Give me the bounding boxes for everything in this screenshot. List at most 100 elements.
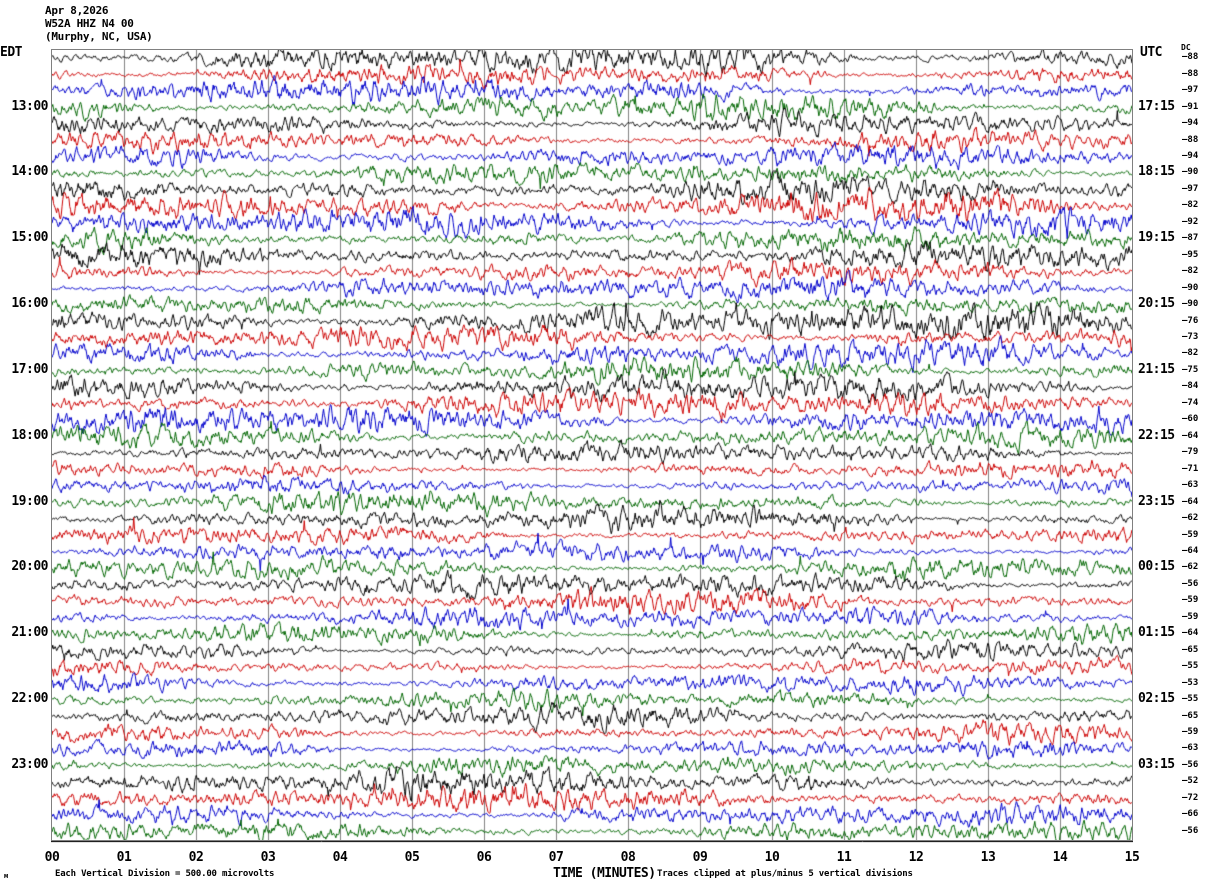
left-hour-label: 20:00	[11, 559, 48, 575]
right-hour-label: 22:15	[1138, 427, 1175, 443]
dc-offset-value: –74	[1182, 397, 1199, 408]
x-axis-tick-label: 00	[44, 850, 60, 865]
x-axis-title: TIME (MINUTES)	[553, 866, 656, 881]
left-hour-label: 22:00	[11, 691, 48, 707]
dc-offset-value: –84	[1182, 381, 1199, 392]
dc-offset-value: –97	[1182, 85, 1199, 96]
left-hour-label: 13:00	[11, 98, 48, 114]
right-timezone-label: UTC	[1140, 45, 1162, 60]
dc-offset-value: –73	[1182, 332, 1199, 343]
dc-offset-value: –63	[1182, 743, 1199, 754]
dc-offset-value: –88	[1182, 52, 1199, 63]
dc-offset-value: –71	[1182, 463, 1199, 474]
dc-offset-value: –53	[1182, 677, 1199, 688]
dc-offset-value: –91	[1182, 101, 1199, 112]
dc-offset-value: –94	[1182, 118, 1199, 129]
dc-offset-value: –56	[1182, 578, 1199, 589]
dc-offset-value: –90	[1182, 282, 1199, 293]
left-hour-label: 17:00	[11, 361, 48, 377]
x-axis-tick-label: 02	[188, 850, 204, 865]
left-hour-label: 18:00	[11, 427, 48, 443]
dc-offset-value: –56	[1182, 825, 1199, 836]
dc-offset-value: –95	[1182, 249, 1199, 260]
x-axis-tick-label: 06	[476, 850, 492, 865]
left-hour-label: 23:00	[11, 756, 48, 772]
dc-offset-value: –62	[1182, 513, 1199, 524]
header-block: Apr 8,2026 W52A HHZ N4 00 (Murphy, NC, U…	[45, 4, 153, 43]
x-axis-tick-label: 11	[836, 850, 852, 865]
dc-offset-value: –90	[1182, 167, 1199, 178]
footer-scale-note: Each Vertical Division = 500.00 microvol…	[55, 869, 275, 879]
x-axis-tick-label: 13	[980, 850, 996, 865]
right-hour-label: 03:15	[1138, 756, 1175, 772]
left-hour-label: 14:00	[11, 164, 48, 180]
dc-offset-value: –64	[1182, 430, 1199, 441]
right-hour-label: 02:15	[1138, 691, 1175, 707]
right-hour-label: 00:15	[1138, 559, 1175, 575]
dc-offset-value: –79	[1182, 447, 1199, 458]
right-hour-label: 23:15	[1138, 493, 1175, 509]
x-axis-tick-label: 12	[908, 850, 924, 865]
dc-offset-value: –66	[1182, 809, 1199, 820]
header-station: W52A HHZ N4 00	[45, 17, 134, 30]
seismic-trace-canvas	[52, 50, 1132, 840]
x-axis-tick-label: 09	[692, 850, 708, 865]
dc-offset-value: –88	[1182, 134, 1199, 145]
dc-offset-value: –52	[1182, 776, 1199, 787]
dc-offset-value: –60	[1182, 414, 1199, 425]
left-hour-label: 21:00	[11, 625, 48, 641]
right-hour-label: 21:15	[1138, 361, 1175, 377]
right-hour-label: 20:15	[1138, 296, 1175, 312]
right-hour-label: 01:15	[1138, 625, 1175, 641]
dc-offset-value: –65	[1182, 644, 1199, 655]
dc-offset-value: –64	[1182, 496, 1199, 507]
dc-offset-value: –82	[1182, 266, 1199, 277]
dc-offset-value: –97	[1182, 183, 1199, 194]
dc-offset-value: –55	[1182, 694, 1199, 705]
dc-offset-value: –92	[1182, 216, 1199, 227]
dc-offset-value: –59	[1182, 611, 1199, 622]
dc-offset-value: –94	[1182, 150, 1199, 161]
right-hour-label: 17:15	[1138, 98, 1175, 114]
x-axis-tick-label: 04	[332, 850, 348, 865]
x-axis-tick-label: 07	[548, 850, 564, 865]
x-axis-tick-label: 05	[404, 850, 420, 865]
dc-offset-value: –62	[1182, 562, 1199, 573]
header-location: (Murphy, NC, USA)	[45, 30, 153, 43]
dc-offset-value: –63	[1182, 480, 1199, 491]
left-hour-label: 19:00	[11, 493, 48, 509]
dc-offset-value: –59	[1182, 595, 1199, 606]
dc-offset-value: –59	[1182, 529, 1199, 540]
x-axis-tick-label: 10	[764, 850, 780, 865]
x-axis-tick-label: 01	[116, 850, 132, 865]
x-axis-tick-label: 08	[620, 850, 636, 865]
left-hour-label: 16:00	[11, 296, 48, 312]
x-axis-ticks	[51, 841, 1133, 851]
left-timezone-label: EDT	[0, 45, 22, 60]
header-date: Apr 8,2026	[45, 4, 109, 17]
dc-offset-value: –55	[1182, 661, 1199, 672]
x-axis-tick-label: 14	[1052, 850, 1068, 865]
right-hour-label: 19:15	[1138, 230, 1175, 246]
dc-offset-value: –59	[1182, 727, 1199, 738]
helicorder-plot[interactable]	[51, 49, 1133, 841]
footer-clip-note: Traces clipped at plus/minus 5 vertical …	[657, 869, 913, 879]
dc-offset-value: –88	[1182, 68, 1199, 79]
dc-offset-value: –76	[1182, 315, 1199, 326]
dc-offset-value: –64	[1182, 628, 1199, 639]
dc-offset-value: –56	[1182, 759, 1199, 770]
dc-offset-value: –82	[1182, 200, 1199, 211]
dc-offset-value: –72	[1182, 792, 1199, 803]
dc-offset-value: –90	[1182, 299, 1199, 310]
dc-offset-value: –64	[1182, 545, 1199, 556]
footer-left-mark: м	[4, 872, 9, 880]
x-axis-tick-label: 03	[260, 850, 276, 865]
x-axis-tick-label: 15	[1124, 850, 1140, 865]
dc-offset-value: –82	[1182, 348, 1199, 359]
dc-offset-value: –65	[1182, 710, 1199, 721]
dc-offset-value: –75	[1182, 364, 1199, 375]
left-hour-label: 15:00	[11, 230, 48, 246]
dc-offset-value: –87	[1182, 233, 1199, 244]
dc-column-header: DC	[1181, 43, 1191, 52]
right-hour-label: 18:15	[1138, 164, 1175, 180]
